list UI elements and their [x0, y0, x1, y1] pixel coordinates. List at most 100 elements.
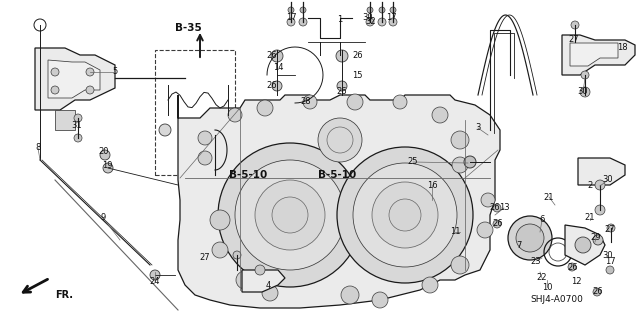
Circle shape	[508, 216, 552, 260]
Circle shape	[571, 21, 579, 29]
Text: 17: 17	[386, 13, 396, 23]
Circle shape	[303, 95, 317, 109]
Circle shape	[606, 266, 614, 274]
Text: 3: 3	[476, 123, 481, 132]
Circle shape	[271, 50, 283, 62]
Text: 27: 27	[200, 253, 211, 262]
Circle shape	[593, 288, 601, 296]
Text: FR.: FR.	[55, 290, 73, 300]
Text: 2: 2	[588, 181, 593, 189]
Text: 9: 9	[100, 213, 106, 222]
Text: 24: 24	[150, 277, 160, 286]
Text: 15: 15	[352, 70, 362, 79]
Circle shape	[575, 237, 591, 253]
Circle shape	[389, 199, 421, 231]
Polygon shape	[562, 35, 635, 75]
Polygon shape	[55, 110, 75, 130]
Circle shape	[451, 256, 469, 274]
Circle shape	[150, 270, 160, 280]
Text: 26: 26	[493, 219, 503, 228]
Text: 25: 25	[408, 158, 419, 167]
Circle shape	[257, 100, 273, 116]
Circle shape	[379, 7, 385, 13]
Circle shape	[393, 95, 407, 109]
Text: 20: 20	[99, 147, 109, 157]
Circle shape	[481, 193, 495, 207]
Circle shape	[262, 285, 278, 301]
Circle shape	[300, 7, 306, 13]
Text: 28: 28	[301, 98, 311, 107]
Text: 8: 8	[35, 144, 41, 152]
Text: 17: 17	[285, 13, 296, 23]
Circle shape	[100, 150, 110, 160]
Circle shape	[74, 134, 82, 142]
Text: 6: 6	[540, 216, 545, 225]
Text: 18: 18	[617, 42, 627, 51]
Circle shape	[595, 205, 605, 215]
Text: 4: 4	[266, 280, 271, 290]
Text: 26: 26	[593, 287, 604, 296]
Text: B-5-10: B-5-10	[318, 170, 356, 180]
Circle shape	[568, 263, 576, 271]
Circle shape	[378, 18, 386, 26]
Text: 10: 10	[541, 283, 552, 292]
Circle shape	[272, 81, 282, 91]
Circle shape	[347, 94, 363, 110]
Circle shape	[493, 220, 501, 228]
Text: B-5-10: B-5-10	[229, 170, 267, 180]
Text: 26: 26	[337, 87, 348, 97]
Circle shape	[235, 160, 345, 270]
Text: 13: 13	[499, 204, 509, 212]
Circle shape	[51, 68, 59, 76]
Circle shape	[318, 118, 362, 162]
Polygon shape	[570, 43, 618, 66]
Polygon shape	[48, 60, 100, 98]
Text: 27: 27	[605, 226, 615, 234]
Text: 12: 12	[571, 277, 581, 286]
Circle shape	[74, 114, 82, 122]
Text: 30: 30	[603, 175, 613, 184]
Circle shape	[225, 125, 235, 135]
Circle shape	[255, 180, 325, 250]
Circle shape	[210, 210, 230, 230]
Text: 26: 26	[267, 51, 277, 61]
Text: 16: 16	[427, 181, 437, 189]
Circle shape	[299, 18, 307, 26]
Circle shape	[233, 251, 241, 259]
Text: 26: 26	[568, 263, 579, 271]
Circle shape	[432, 107, 448, 123]
Text: 23: 23	[531, 256, 541, 265]
Circle shape	[159, 124, 171, 136]
Text: 17: 17	[605, 257, 615, 266]
Circle shape	[452, 157, 468, 173]
Text: 27: 27	[569, 35, 579, 44]
Text: 26: 26	[267, 81, 277, 91]
Circle shape	[477, 222, 493, 238]
Text: 30: 30	[578, 87, 588, 97]
Circle shape	[593, 235, 603, 245]
Circle shape	[327, 127, 353, 153]
Circle shape	[341, 286, 359, 304]
Text: 11: 11	[450, 227, 460, 236]
Circle shape	[103, 163, 113, 173]
Circle shape	[86, 86, 94, 94]
Circle shape	[516, 224, 544, 252]
Polygon shape	[178, 95, 500, 308]
Circle shape	[353, 163, 457, 267]
Circle shape	[228, 108, 242, 122]
Circle shape	[451, 131, 469, 149]
Circle shape	[493, 204, 501, 212]
Text: 26: 26	[490, 204, 500, 212]
Circle shape	[212, 242, 228, 258]
Text: 26: 26	[353, 51, 364, 61]
Circle shape	[581, 71, 589, 79]
Text: 7: 7	[516, 241, 522, 250]
Polygon shape	[565, 225, 605, 265]
Circle shape	[389, 18, 397, 26]
Circle shape	[288, 7, 294, 13]
Text: 14: 14	[273, 63, 284, 72]
Polygon shape	[578, 158, 625, 185]
Circle shape	[580, 87, 590, 97]
Text: 22: 22	[537, 273, 547, 283]
Circle shape	[51, 86, 59, 94]
